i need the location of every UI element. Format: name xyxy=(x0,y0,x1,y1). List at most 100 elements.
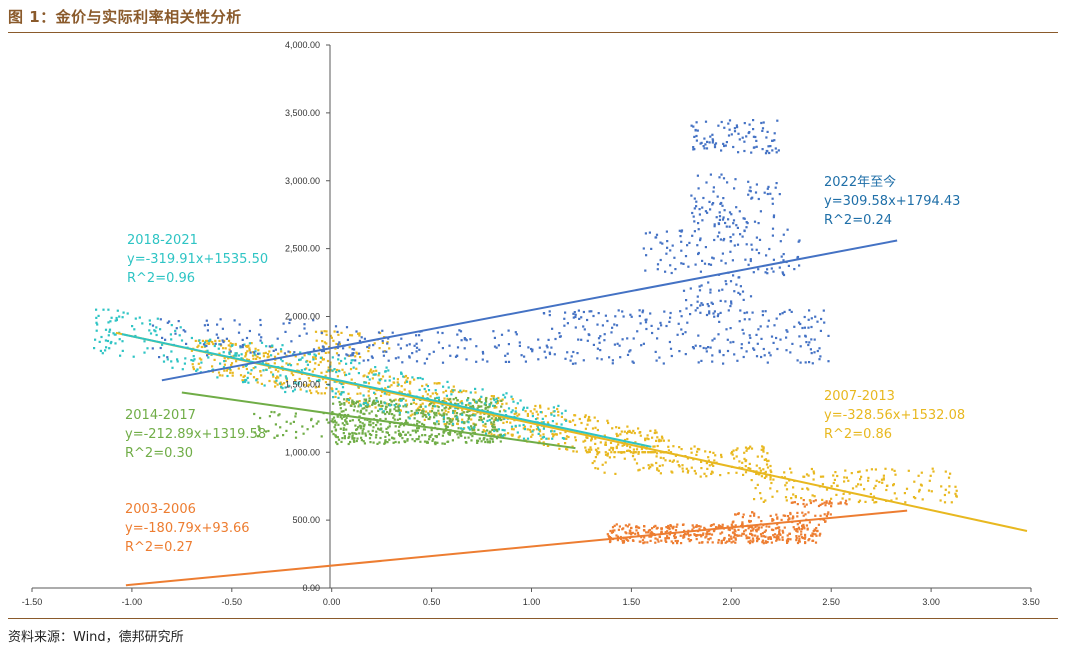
data-point xyxy=(229,345,232,348)
data-point xyxy=(692,146,695,149)
data-point xyxy=(427,412,430,415)
data-point xyxy=(635,448,639,451)
data-point xyxy=(767,319,770,322)
data-point xyxy=(402,430,405,433)
data-point xyxy=(678,446,681,449)
data-point xyxy=(848,492,851,495)
data-point xyxy=(343,435,346,438)
data-point xyxy=(516,402,519,405)
data-point xyxy=(798,264,801,267)
data-point xyxy=(381,390,384,394)
data-point xyxy=(601,324,604,327)
data-point xyxy=(338,341,341,344)
data-point xyxy=(755,464,758,467)
data-point xyxy=(394,357,397,360)
data-point xyxy=(361,429,364,432)
data-point xyxy=(159,318,162,321)
data-point xyxy=(785,329,788,332)
data-point xyxy=(381,341,384,344)
data-point xyxy=(349,334,352,337)
data-point xyxy=(516,431,519,434)
data-point xyxy=(510,395,513,398)
data-point xyxy=(349,419,352,422)
data-point xyxy=(205,344,208,348)
data-point xyxy=(674,268,677,271)
data-point xyxy=(725,328,728,331)
data-point xyxy=(760,475,763,478)
data-point xyxy=(823,513,826,516)
data-point xyxy=(587,418,590,421)
data-point xyxy=(544,415,547,418)
data-point xyxy=(95,321,98,324)
data-point xyxy=(442,414,445,417)
data-point xyxy=(98,340,101,343)
data-point xyxy=(756,455,759,458)
data-point xyxy=(153,329,156,332)
data-point xyxy=(830,485,833,488)
data-point xyxy=(428,438,431,441)
data-point xyxy=(737,528,740,531)
data-point xyxy=(518,435,521,438)
data-point xyxy=(950,501,953,504)
data-point xyxy=(293,351,296,354)
data-point xyxy=(711,360,714,363)
data-point xyxy=(776,119,779,122)
data-point xyxy=(392,377,395,380)
data-point xyxy=(775,151,778,154)
data-point xyxy=(442,391,445,394)
data-point xyxy=(739,293,742,296)
data-point xyxy=(446,421,449,424)
data-point xyxy=(346,422,349,425)
data-point xyxy=(723,536,726,540)
data-point xyxy=(594,426,597,429)
data-point xyxy=(782,259,785,262)
data-point xyxy=(459,389,462,392)
data-point xyxy=(634,532,637,535)
data-point xyxy=(606,533,609,536)
data-point xyxy=(308,368,311,371)
data-point xyxy=(943,501,947,504)
data-point xyxy=(443,407,446,410)
data-point xyxy=(764,271,767,274)
data-point xyxy=(725,225,728,228)
data-point xyxy=(644,321,648,324)
data-point xyxy=(478,405,481,408)
data-point xyxy=(694,309,697,312)
data-point xyxy=(796,541,800,545)
data-point xyxy=(747,180,750,183)
data-point xyxy=(436,441,439,444)
data-point xyxy=(873,501,876,504)
data-point xyxy=(225,369,228,372)
data-point xyxy=(727,218,730,221)
data-point xyxy=(655,439,658,442)
data-point xyxy=(228,352,231,355)
data-point xyxy=(441,361,445,364)
data-point xyxy=(695,534,698,538)
data-point xyxy=(350,378,353,381)
data-point xyxy=(778,531,781,534)
data-point xyxy=(259,318,262,322)
data-point xyxy=(425,357,429,360)
data-point xyxy=(358,400,361,403)
data-point xyxy=(228,348,231,351)
data-point xyxy=(428,404,431,407)
data-point xyxy=(461,418,464,421)
data-point xyxy=(372,373,375,376)
data-point xyxy=(534,418,538,421)
data-point xyxy=(428,353,431,356)
data-point xyxy=(402,405,405,408)
data-point xyxy=(584,446,587,449)
data-point xyxy=(511,398,514,401)
data-point xyxy=(259,370,262,373)
data-point xyxy=(104,349,107,352)
data-point xyxy=(424,414,427,417)
data-point xyxy=(422,412,425,415)
data-point xyxy=(170,324,173,327)
data-point xyxy=(704,536,707,539)
data-point xyxy=(252,357,255,360)
data-point xyxy=(583,328,586,331)
data-point xyxy=(608,448,611,451)
data-point xyxy=(770,528,774,531)
data-point xyxy=(755,236,758,239)
data-point xyxy=(818,534,821,537)
